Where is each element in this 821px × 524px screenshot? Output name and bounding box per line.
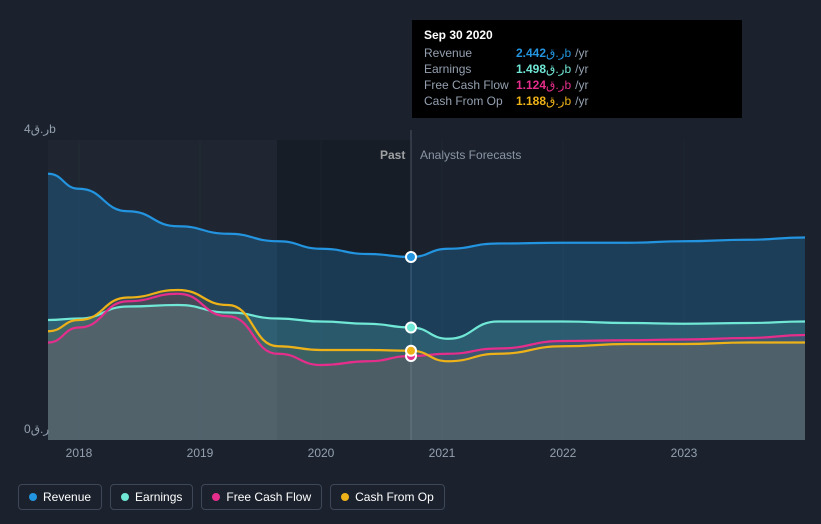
- x-axis-label: 2022: [550, 446, 577, 460]
- legend-dot-icon: [121, 493, 129, 501]
- series-marker: [406, 323, 416, 333]
- legend-item[interactable]: Revenue: [18, 484, 102, 510]
- tooltip-per: /yr: [575, 46, 588, 60]
- series-marker: [406, 252, 416, 262]
- legend-item[interactable]: Cash From Op: [330, 484, 445, 510]
- line-chart: [48, 140, 805, 440]
- tooltip-title: Sep 30 2020: [424, 28, 730, 42]
- x-axis-label: 2020: [308, 446, 335, 460]
- legend-label: Revenue: [43, 490, 91, 504]
- x-axis-label: 2023: [671, 446, 698, 460]
- tooltip-value: 1.498: [516, 62, 546, 76]
- tooltip-row: Cash From Op 1.188ر.قb /yr: [424, 94, 730, 108]
- legend-dot-icon: [341, 493, 349, 501]
- tooltip-per: /yr: [575, 94, 588, 108]
- tooltip-unit: ر.قb: [546, 46, 571, 60]
- legend: Revenue Earnings Free Cash Flow Cash From O…: [18, 484, 445, 510]
- legend-label: Cash From Op: [355, 490, 434, 504]
- x-axis-label: 2018: [66, 446, 93, 460]
- series-marker: [406, 346, 416, 356]
- tooltip-row: Free Cash Flow 1.124ر.قb /yr: [424, 78, 730, 92]
- legend-label: Earnings: [135, 490, 182, 504]
- legend-item[interactable]: Earnings: [110, 484, 193, 510]
- tooltip-label: Earnings: [424, 62, 516, 76]
- tooltip-label: Revenue: [424, 46, 516, 60]
- legend-label: Free Cash Flow: [226, 490, 311, 504]
- x-axis-label: 2021: [429, 446, 456, 460]
- tooltip: Sep 30 2020 Revenue 2.442ر.قb /yr Earnin…: [412, 20, 742, 118]
- tooltip-value: 1.188: [516, 94, 546, 108]
- tooltip-row: Earnings 1.498ر.قb /yr: [424, 62, 730, 76]
- legend-dot-icon: [212, 493, 220, 501]
- tooltip-row: Revenue 2.442ر.قb /yr: [424, 46, 730, 60]
- tooltip-unit: ر.قb: [546, 94, 571, 108]
- x-axis-label: 2019: [187, 446, 214, 460]
- y-axis-max-label: ر.ق4b: [24, 122, 56, 136]
- tooltip-unit: ر.قb: [546, 62, 571, 76]
- tooltip-value: 1.124: [516, 78, 546, 92]
- tooltip-per: /yr: [575, 78, 588, 92]
- tooltip-value: 2.442: [516, 46, 546, 60]
- y-axis-min-label: ر.ق0: [24, 422, 49, 436]
- legend-item[interactable]: Free Cash Flow: [201, 484, 322, 510]
- tooltip-label: Cash From Op: [424, 94, 516, 108]
- tooltip-per: /yr: [575, 62, 588, 76]
- legend-dot-icon: [29, 493, 37, 501]
- tooltip-label: Free Cash Flow: [424, 78, 516, 92]
- tooltip-unit: ر.قb: [546, 78, 571, 92]
- chart-area: [48, 140, 805, 440]
- x-axis: 2018 2019 2020 2021 2022 2023: [48, 446, 821, 466]
